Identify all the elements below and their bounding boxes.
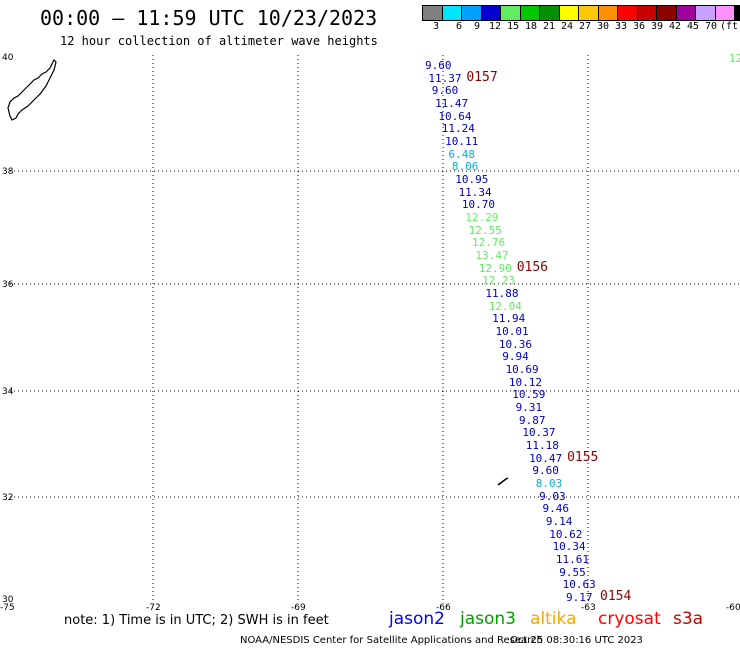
latitude-label: 32 [2, 493, 14, 503]
wave-height-value: 10.37 [522, 426, 556, 440]
footer-source: NOAA/NESDIS Center for Satellite Applica… [240, 635, 543, 646]
scale-label: 24 [560, 21, 574, 32]
scale-label: 30 [596, 21, 610, 32]
pass-label: 0155 [567, 449, 599, 465]
wave-height-value: 9.94 [502, 350, 529, 364]
wave-height-value: 6.48 [448, 147, 476, 161]
wave-height-value: 10.63 [562, 578, 596, 592]
wave-height-value: 10.62 [549, 527, 583, 541]
wave-height-value: 10.01 [495, 325, 529, 338]
scale-label: 6 [455, 21, 463, 32]
wave-height-value: 10.47 [529, 451, 563, 465]
wave-height-value: 9.87 [519, 413, 546, 427]
wave-height-value: 10.12 [508, 375, 543, 389]
scale-label: 36 [632, 21, 646, 32]
wave-height-value: 12.55 [468, 223, 502, 237]
wave-height-value: 9.03 [539, 489, 566, 503]
wave-height-value: 11.34 [458, 185, 492, 199]
wave-height-value: 11.88 [485, 287, 519, 300]
wave-height-value: 9.17 [566, 591, 593, 604]
wave-height-value: 9.60 [431, 84, 459, 98]
satellite-legend-item: jason3 [460, 609, 516, 629]
pass-label: 0154 [600, 589, 632, 604]
edge-value: 12 [729, 52, 740, 65]
satellite-legend-item: altika [530, 609, 577, 629]
scale-label: 15 [506, 21, 520, 32]
wave-height-value: 12.04 [488, 299, 522, 313]
longitude-label: -66 [436, 603, 451, 613]
satellite-legend-item: s3a [673, 609, 704, 629]
latitude-label: 36 [2, 280, 14, 290]
wave-height-value: 9.60 [532, 464, 559, 478]
wave-height-value: 9.46 [542, 502, 570, 516]
bermuda-island [497, 477, 509, 486]
scale-label: (ft) [720, 21, 740, 32]
footer-timestamp: Oct 25 08:30:16 UTC 2023 [510, 635, 643, 646]
color-scale-bar [422, 5, 740, 21]
footnote: note: 1) Time is in UTC; 2) SWH is in fe… [64, 613, 329, 628]
longitude-label: -63 [581, 603, 596, 613]
page-title: 00:00 – 11:59 UTC 10/23/2023 [40, 6, 378, 30]
pass-label: 0157 [466, 69, 498, 85]
scale-swatch [734, 5, 740, 21]
longitude-label: -75 [0, 603, 15, 613]
scale-label: 3 [432, 21, 440, 32]
wave-height-value: 10.70 [461, 198, 496, 212]
wave-height-value: 11.18 [525, 439, 559, 452]
wave-height-value: 11.37 [428, 71, 462, 85]
scale-label: 39 [650, 21, 664, 32]
latitude-label: 40 [2, 53, 14, 63]
latitude-label: 30 [2, 595, 14, 605]
wave-height-value: 10.64 [438, 109, 472, 123]
wave-height-value: 10.11 [445, 135, 479, 148]
scale-label: 42 [668, 21, 682, 32]
wave-height-value: 10.36 [498, 337, 532, 351]
wave-height-value: 10.34 [552, 540, 586, 554]
latitude-label: 38 [2, 167, 14, 177]
scale-label: 70 [704, 21, 718, 32]
wave-height-value: 12.29 [465, 211, 499, 224]
satellite-legend-item: jason2 [389, 609, 445, 629]
wave-height-value: 10.59 [512, 388, 546, 402]
wave-height-value: 12.23 [482, 274, 516, 288]
scale-label: 12 [488, 21, 502, 32]
pass-label: 0156 [516, 259, 549, 275]
wave-height-value: 11.24 [441, 122, 475, 136]
scale-label: 45 [686, 21, 700, 32]
longitude-label: -69 [291, 603, 306, 613]
latitude-label: 34 [2, 387, 14, 397]
scale-label: 18 [524, 21, 538, 32]
wave-height-value: 11.94 [492, 312, 526, 326]
scale-label: 9 [473, 21, 481, 32]
longitude-label: -60 [726, 603, 740, 613]
wave-height-value: 11.47 [435, 97, 469, 110]
page-subtitle: 12 hour collection of altimeter wave hei… [60, 34, 378, 48]
coastline [7, 58, 57, 121]
wave-height-value: 9.14 [545, 515, 573, 528]
wave-height-value: 12.90 [478, 261, 512, 275]
longitude-label: -72 [146, 603, 161, 613]
wave-height-value: 10.69 [505, 363, 539, 376]
scale-label: 21 [542, 21, 556, 32]
wave-height-value: 12.76 [472, 236, 506, 250]
satellite-legend-item: cryosat [598, 609, 661, 629]
wave-height-value: 8.03 [535, 477, 563, 490]
wave-height-value: 9.31 [515, 401, 543, 414]
wave-height-value: 13.47 [475, 249, 509, 262]
scale-label: 33 [614, 21, 628, 32]
wave-height-value: 10.95 [455, 173, 489, 186]
wave-height-value: 11.61 [555, 553, 590, 566]
wave-height-value: 8.06 [451, 160, 479, 174]
scale-label: 27 [578, 21, 592, 32]
wave-height-value: 9.60 [425, 59, 452, 72]
wave-height-value: 9.55 [559, 565, 586, 579]
